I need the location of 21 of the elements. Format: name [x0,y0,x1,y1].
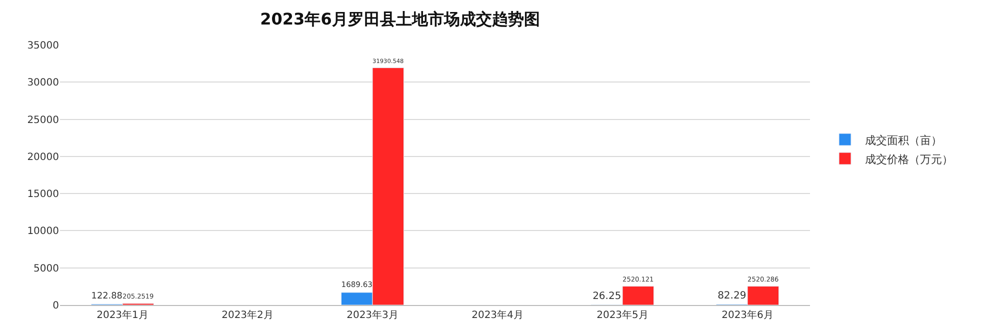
x-tick-label: 2023年1月 [96,309,148,321]
y-tick-label: 0 [52,300,59,312]
x-tick-label: 2023年2月 [222,309,274,321]
x-tick-label: 2023年5月 [596,309,648,321]
y-tick-label: 25000 [27,114,59,126]
y-tick-label: 5000 [34,263,59,274]
x-tick-label: 2023年4月 [472,309,524,321]
data-label: 1689.63 [341,280,373,290]
legend-label: 成交面积（亩） [865,134,942,147]
y-tick-label: 15000 [27,189,59,200]
y-tick-label: 30000 [27,78,59,89]
x-tick-label: 2023年6月 [722,309,774,321]
data-label: 82.29 [718,290,746,302]
x-tick-label: 2023年3月 [346,309,398,321]
y-tick-label: 10000 [27,226,59,238]
chart-title: 2023年6月罗田县土地市场成交趋势图 [260,10,540,29]
y-tick-label: 20000 [27,152,59,163]
data-label: 122.88 [91,291,123,302]
data-label: 26.25 [592,290,622,302]
y-tick-label: 35000 [27,40,59,52]
legend-label: 成交价格（万元） [865,152,953,166]
